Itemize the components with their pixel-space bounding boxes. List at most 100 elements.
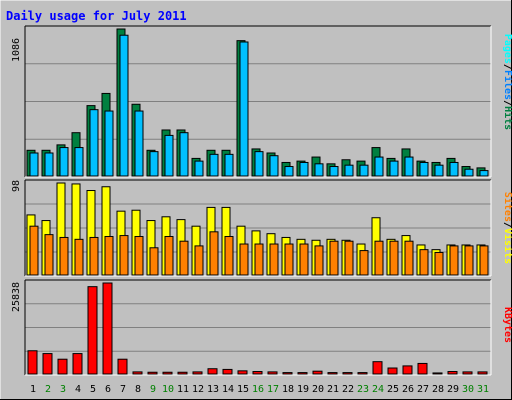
- files-bar: [89, 109, 99, 177]
- sites-bar: [119, 235, 129, 276]
- files-bar: [374, 156, 384, 177]
- sites-bar: [134, 236, 144, 276]
- sites-bar: [299, 243, 309, 276]
- legend-visits: Visits: [502, 228, 512, 264]
- files-bar: [404, 156, 414, 177]
- files-bar: [59, 147, 69, 177]
- kbytes-bar: [297, 372, 308, 375]
- files-bar: [419, 161, 429, 177]
- legend-sites: Sites: [502, 192, 512, 222]
- legend-hits-files-pages: Pages/Files/Hits: [502, 34, 512, 130]
- sites-bar: [449, 245, 459, 276]
- kbytes-bar: [162, 371, 173, 375]
- sites-bar: [59, 236, 69, 276]
- sites-bar: [344, 240, 354, 276]
- x-tick-label: 26: [402, 384, 414, 395]
- x-tick-label: 19: [297, 384, 309, 395]
- panel-hits-files-pages: [24, 25, 492, 178]
- files-bar: [464, 168, 474, 177]
- sites-bar: [194, 245, 204, 276]
- x-tick-label: 3: [60, 384, 66, 395]
- sites-bar: [389, 240, 399, 276]
- legend-sep-3: /: [502, 222, 512, 228]
- kbytes-bar: [372, 361, 383, 375]
- x-tick-label: 20: [312, 384, 324, 395]
- x-tick-label: 8: [135, 384, 141, 395]
- files-bar: [149, 151, 159, 177]
- files-bar: [224, 153, 234, 177]
- files-bar: [74, 147, 84, 177]
- legend-files: Files: [502, 70, 512, 100]
- sites-bar: [239, 243, 249, 276]
- legend-sep-2: /: [502, 100, 512, 106]
- files-bar: [239, 41, 249, 177]
- kbytes-bar: [357, 372, 368, 375]
- x-tick-label: 29: [447, 384, 459, 395]
- kbytes-bar: [102, 282, 113, 375]
- kbytes-bar: [27, 350, 38, 375]
- kbytes-bar: [402, 365, 413, 375]
- x-tick-label: 12: [192, 384, 204, 395]
- kbytes-bar: [132, 371, 143, 375]
- kbytes-bar: [267, 371, 278, 375]
- sites-bar: [179, 240, 189, 276]
- chart-title: Daily usage for July 2011: [6, 9, 187, 23]
- kbytes-bar: [192, 371, 203, 375]
- panel-kbytes: [24, 279, 492, 376]
- x-tick-label: 28: [432, 384, 444, 395]
- kbytes-bar: [342, 372, 353, 375]
- x-tick-label: 14: [222, 384, 234, 395]
- kbytes-bar: [282, 372, 293, 375]
- files-bar: [389, 160, 399, 177]
- sites-bar: [224, 236, 234, 276]
- kbytes-bar: [312, 370, 323, 375]
- kbytes-bar: [252, 371, 263, 375]
- files-bar: [119, 34, 129, 177]
- legend-visits-sites: Sites/Visits: [502, 192, 512, 264]
- x-tick-label: 15: [237, 384, 249, 395]
- x-tick-label: 4: [75, 384, 81, 395]
- files-bar: [284, 166, 294, 177]
- kbytes-bar: [462, 371, 473, 375]
- x-tick-label: 10: [162, 384, 174, 395]
- files-bar: [164, 134, 174, 177]
- sites-bar: [29, 225, 39, 276]
- sites-bar: [464, 245, 474, 276]
- sites-bar: [434, 251, 444, 276]
- files-bar: [44, 152, 54, 177]
- files-bar: [479, 170, 489, 177]
- files-bar: [434, 164, 444, 177]
- legend-pages: Pages: [502, 34, 512, 64]
- legend-kbytes: KBytes: [502, 307, 512, 343]
- sites-bar: [164, 236, 174, 276]
- x-tick-label: 16: [252, 384, 264, 395]
- x-tick-label: 13: [207, 384, 219, 395]
- sites-bar: [104, 236, 114, 276]
- sites-bar: [74, 238, 84, 276]
- x-tick-label: 1: [30, 384, 36, 395]
- panel-visits-sites: [24, 179, 492, 277]
- sites-bar: [404, 240, 414, 276]
- sites-bar: [479, 245, 489, 276]
- x-tick-label: 27: [417, 384, 429, 395]
- files-bar: [314, 163, 324, 177]
- kbytes-bar: [177, 371, 188, 375]
- visits-ymax-label: 98: [11, 180, 22, 192]
- sites-bar: [269, 243, 279, 276]
- x-tick-label: 9: [150, 384, 156, 395]
- sites-bar: [149, 247, 159, 276]
- kbytes-bar: [42, 353, 53, 375]
- kbytes-bar: [447, 371, 458, 375]
- x-tick-label: 24: [372, 384, 384, 395]
- files-bar: [299, 161, 309, 177]
- x-tick-label: 2: [45, 384, 51, 395]
- x-tick-label: 23: [357, 384, 369, 395]
- kbytes-bar: [477, 371, 488, 375]
- x-tick-label: 30: [462, 384, 474, 395]
- files-bar: [254, 151, 264, 177]
- kbytes-bar: [432, 372, 443, 375]
- files-bar: [29, 152, 39, 177]
- sites-bar: [359, 250, 369, 276]
- kbytes-bar: [237, 370, 248, 375]
